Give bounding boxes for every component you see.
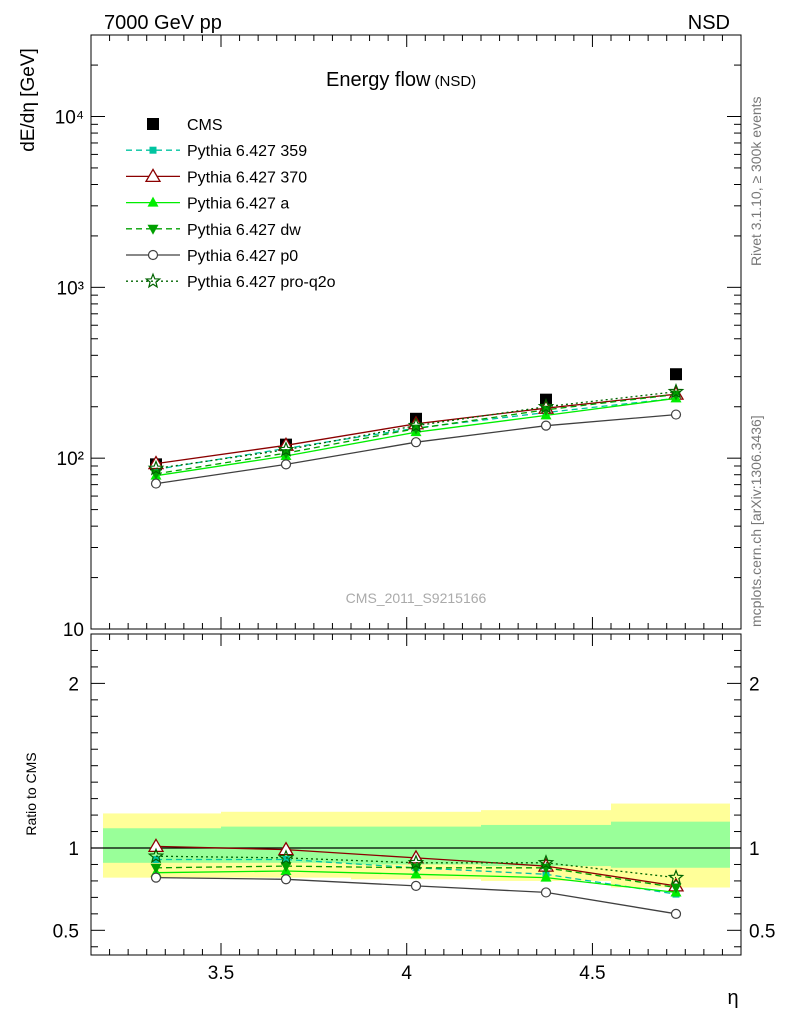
chart-title: Energy flow (NSD): [326, 69, 476, 91]
uncertainty-band-inner: [611, 821, 730, 868]
ratio-point-pythia-6-427-359: [282, 856, 290, 864]
legend-marker-pythia-6-427-359: [149, 146, 157, 154]
data-point-cms: [670, 368, 682, 381]
legend-label-pythia-6-427-pro-q2o: Pythia 6.427 pro-q2o: [187, 274, 336, 291]
ratio-point-pythia-6-427-370: [147, 838, 165, 853]
legend-label-pythia-6-427-359: Pythia 6.427 359: [187, 143, 307, 160]
ratio-line-pythia-6-427-pro-q2o: [155, 855, 677, 879]
legend-label-pythia-6-427-p0: Pythia 6.427 p0: [187, 248, 298, 265]
source-reference-label: mcplots.cern.ch [arXiv:1306.3436]: [748, 415, 764, 627]
energy-label: 7000 GeV pp: [104, 12, 222, 34]
ratio-y-tick-label: 2: [68, 674, 79, 695]
ratio-point-pythia-6-427-dw: [150, 863, 162, 874]
ratio-y-tick-label-right: 2: [749, 674, 760, 695]
legend-marker-pythia-6-427-p0: [147, 249, 159, 261]
ratio-y-axis-label: Ratio to CMS: [23, 752, 39, 835]
ratio-point-pythia-6-427-370: [277, 841, 295, 856]
ratio-point-pythia-6-427-dw: [280, 862, 292, 873]
ratio-point-pythia-6-427-pro-q2o: [407, 854, 425, 870]
data-point-pythia-6-427-pro-q2o: [277, 441, 295, 457]
uncertainty-band-inner: [103, 828, 221, 863]
legend-marker-pythia-6-427-370: [144, 168, 162, 183]
ratio-point-pythia-6-427-pro-q2o: [667, 868, 685, 885]
series-line-pythia-6-427-a: [155, 397, 677, 477]
ratio-y-tick-label: 1: [68, 839, 79, 860]
ratio-point-pythia-6-427-a: [540, 871, 552, 882]
legend-label-pythia-6-427-a: Pythia 6.427 a: [187, 196, 289, 213]
ratio-y-tick-label-right: 1: [749, 839, 760, 860]
ratio-point-pythia-6-427-p0: [150, 872, 162, 883]
ratio-point-pythia-6-427-pro-q2o: [277, 849, 295, 865]
legend-label-pythia-6-427-dw: Pythia 6.427 dw: [187, 222, 301, 239]
ratio-point-pythia-6-427-p0: [280, 874, 292, 885]
ratio-point-pythia-6-427-pro-q2o: [147, 847, 165, 864]
legend-marker-pythia-6-427-dw: [147, 224, 159, 235]
legend-marker-cms: [147, 118, 159, 130]
y-tick-label: 10: [63, 620, 84, 641]
process-label: NSD: [688, 12, 730, 34]
legend-marker-pythia-6-427-a: [147, 196, 159, 207]
x-tick-label: 4.5: [579, 963, 605, 984]
data-point-pythia-6-427-pro-q2o: [667, 383, 685, 399]
data-point-pythia-6-427-p0: [540, 420, 552, 431]
ratio-panel-frame: [90, 633, 742, 956]
ratio-point-pythia-6-427-pro-q2o: [537, 854, 555, 870]
ratio-point-pythia-6-427-p0: [670, 908, 682, 919]
data-point-pythia-6-427-p0: [670, 409, 682, 420]
data-point-pythia-6-427-pro-q2o: [147, 459, 165, 476]
data-point-pythia-6-427-p0: [410, 437, 422, 448]
ratio-y-tick-label: 0.5: [53, 921, 79, 942]
ratio-point-pythia-6-427-dw: [670, 883, 682, 894]
y-tick-label: 10⁴: [55, 108, 84, 129]
legend: CMS Pythia 6.427 359 Pythia 6.427 370 Pythi…: [126, 117, 336, 291]
ratio-point-pythia-6-427-dw: [540, 863, 552, 874]
ratio-y-tick-label-right: 0.5: [749, 921, 775, 942]
x-tick-label: 3.5: [208, 963, 234, 984]
analysis-watermark: CMS_2011_S9215166: [346, 590, 487, 606]
main-panel-frame: [90, 34, 742, 630]
data-point-pythia-6-427-p0: [150, 478, 162, 489]
x-tick-label: 4: [401, 963, 412, 984]
y-axis-label: dE/dη [GeV]: [18, 48, 39, 152]
legend-marker-pythia-6-427-pro-q2o: [144, 272, 162, 289]
data-point-pythia-6-427-p0: [280, 459, 292, 470]
data-point-pythia-6-427-359: [152, 465, 160, 473]
legend-label-pythia-6-427-370: Pythia 6.427 370: [187, 169, 307, 186]
y-tick-label: 10²: [57, 449, 84, 470]
ratio-point-pythia-6-427-p0: [540, 887, 552, 898]
x-axis-label: η: [727, 987, 738, 1009]
legend-label-cms: CMS: [187, 117, 223, 134]
data-point-pythia-6-427-pro-q2o: [537, 398, 555, 414]
ratio-point-pythia-6-427-dw: [410, 863, 422, 874]
ratio-point-pythia-6-427-p0: [410, 880, 422, 891]
rivet-version-label: Rivet 3.1.10, ≥ 300k events: [748, 96, 764, 266]
data-point-pythia-6-427-pro-q2o: [407, 417, 425, 433]
data-point-pythia-6-427-dw: [150, 469, 162, 480]
y-tick-label: 10³: [57, 278, 84, 299]
